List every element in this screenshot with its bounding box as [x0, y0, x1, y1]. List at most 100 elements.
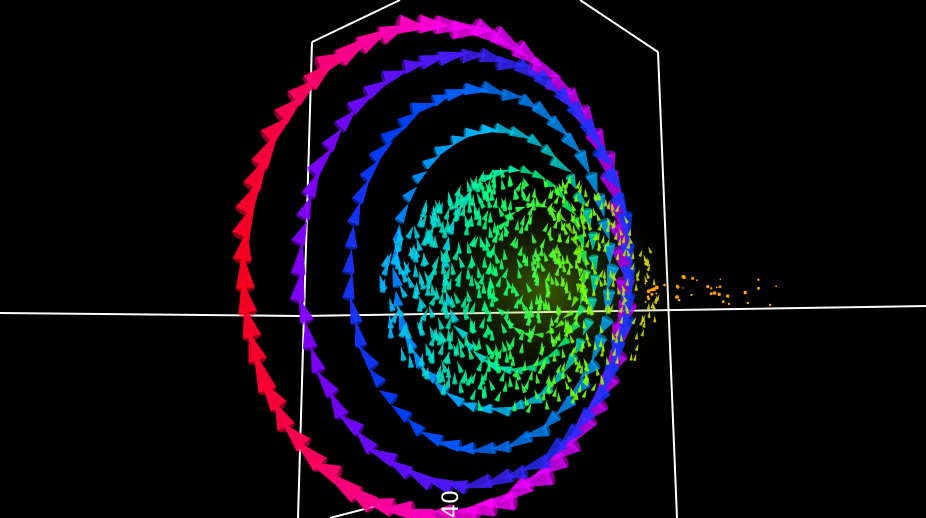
- cone-arrow-icon: [485, 262, 491, 275]
- cone-arrow-icon: [425, 282, 431, 296]
- cone-arrow-icon: [488, 210, 493, 222]
- cone-arrow-icon: [653, 315, 657, 322]
- cone-arrow-icon: [598, 338, 603, 347]
- cone-base-icon: [597, 228, 601, 231]
- cone-base-icon: [502, 349, 508, 353]
- small-vector-dot: [746, 301, 749, 305]
- cone-base-icon: [603, 242, 616, 248]
- cone-arrow-icon: [599, 278, 604, 287]
- cone-arrow-icon: [464, 216, 472, 228]
- small-vector-dot: [675, 295, 679, 299]
- cone-base-icon: [576, 251, 581, 254]
- cone-base-icon: [557, 254, 562, 257]
- cone-arrow-icon: [554, 266, 559, 276]
- cone-base-icon: [518, 338, 524, 341]
- cone-base-icon: [585, 302, 590, 305]
- cone-base-icon: [445, 228, 451, 232]
- cone-arrow-icon: [584, 198, 590, 207]
- cone-arrow-icon: [567, 259, 574, 269]
- cone-arrow-icon: [515, 206, 526, 213]
- cone-arrow-icon: [441, 261, 447, 274]
- cone-arrow-icon: [626, 241, 630, 249]
- cone-arrow-icon: [470, 320, 476, 333]
- cone-arrow-icon: [398, 323, 406, 338]
- cone-arrow-icon: [460, 203, 466, 216]
- cone-arrow-icon: [548, 188, 554, 198]
- cone-arrow-icon: [536, 308, 541, 318]
- cone-arrow-icon: [530, 306, 535, 318]
- cone-arrow-icon: [418, 352, 424, 366]
- cone-arrow-icon: [551, 374, 556, 384]
- cone-arrow-icon: [639, 318, 644, 326]
- cone-base-icon: [570, 423, 583, 435]
- cone-base-icon: [446, 480, 455, 495]
- cone-arrow-icon: [519, 342, 524, 353]
- cone-arrow-icon: [452, 196, 459, 209]
- cone-arrow-icon: [583, 357, 589, 367]
- cone-arrow-icon: [499, 166, 506, 178]
- cone-base-icon: [500, 206, 506, 210]
- cone-arrow-icon: [545, 399, 550, 410]
- cone-base-icon: [569, 309, 574, 315]
- cone-base-icon: [394, 217, 404, 224]
- cone-base-icon: [570, 236, 576, 240]
- cone-base-icon: [429, 302, 435, 307]
- cone-base-icon: [472, 402, 478, 413]
- cone-arrow-icon: [485, 190, 491, 202]
- cone-arrow-icon: [477, 377, 483, 390]
- cone-base-icon: [452, 257, 458, 261]
- cone-arrow-icon: [560, 369, 565, 379]
- cone-arrow-icon: [617, 237, 621, 246]
- cone-base-icon: [549, 156, 557, 166]
- cone-arrow-icon: [403, 259, 411, 274]
- cone-base-icon: [537, 372, 542, 375]
- cone-arrow-icon: [468, 347, 475, 360]
- cone-base-icon: [539, 254, 544, 257]
- cone-base-icon: [468, 202, 474, 206]
- cone-base-icon: [586, 313, 591, 315]
- cone-base-icon: [411, 175, 419, 184]
- cone-arrow-icon: [379, 500, 412, 518]
- cone-base-icon: [438, 302, 444, 305]
- cone-base-icon: [496, 371, 502, 374]
- cone-arrow-icon: [550, 274, 555, 285]
- cone-arrow-icon: [525, 191, 531, 202]
- cone-arrow-icon: [421, 199, 427, 213]
- cone-arrow-icon: [426, 228, 432, 241]
- cone-base-icon: [488, 356, 494, 360]
- cone-base-icon: [429, 245, 435, 248]
- cone-base-icon: [302, 343, 318, 351]
- cone-base-icon: [600, 383, 605, 386]
- cone-arrow-icon: [508, 174, 514, 186]
- cone-base-icon: [481, 218, 487, 222]
- cone-base-icon: [565, 262, 570, 264]
- cone-base-icon: [578, 279, 583, 282]
- cone-arrow-icon: [574, 390, 579, 400]
- cone-base-icon: [362, 86, 373, 100]
- cone-base-icon: [517, 253, 523, 257]
- cone-arrow-icon: [538, 292, 543, 303]
- cone-arrow-icon: [445, 316, 451, 329]
- cone-base-icon: [512, 375, 517, 378]
- cone-base-icon: [307, 166, 320, 178]
- cone-arrow-icon: [413, 225, 421, 239]
- cone-base-icon: [291, 270, 306, 277]
- cone-base-icon: [503, 234, 508, 238]
- cone-base-icon: [575, 267, 579, 270]
- cone-arrow-icon: [431, 205, 437, 218]
- cone-arrow-icon: [617, 286, 621, 295]
- cone-base-icon: [525, 430, 534, 443]
- cone-base-icon: [595, 334, 608, 341]
- cone-base-icon: [486, 177, 492, 181]
- cone-base-icon: [590, 313, 595, 316]
- cone-base-icon: [598, 345, 603, 348]
- cone-arrow-icon: [412, 284, 419, 298]
- cone-base-icon: [588, 254, 599, 260]
- cone-base-icon: [579, 372, 583, 374]
- cone-base-icon: [414, 255, 421, 259]
- cone-base-icon: [476, 347, 482, 350]
- cone-base-icon: [402, 194, 411, 203]
- cone-base-icon: [428, 343, 434, 347]
